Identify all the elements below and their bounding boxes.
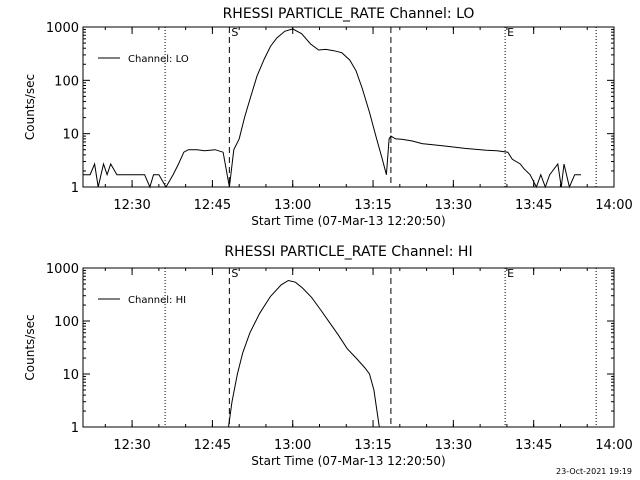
marker-label: E [507, 267, 514, 280]
x-tick-label: 13:30 [435, 438, 472, 453]
x-tick-label: 14:00 [595, 198, 632, 213]
marker-label: E [507, 26, 514, 39]
x-tick-label: 13:15 [354, 198, 391, 213]
chart-panel-1: RHESSI PARTICLE_RATE Channel: LO Counts/s… [23, 6, 633, 228]
x-axis-label: Start Time (07-Mar-13 12:20:50) [251, 214, 445, 228]
x-tick-label: 13:15 [354, 438, 391, 453]
y-axis-label: Counts/sec [23, 74, 37, 140]
y-tick-label: 1000 [46, 21, 79, 36]
x-tick-label: 12:45 [194, 198, 231, 213]
marker-label: S [231, 26, 238, 39]
x-tick-label: 13:30 [435, 198, 472, 213]
plot-frame [82, 267, 615, 428]
y-tick-label: 1000 [46, 262, 79, 277]
x-tick-label: 13:45 [515, 198, 552, 213]
legend-label: Channel: LO [128, 54, 189, 65]
legend-label: Channel: HI [128, 295, 186, 306]
y-tick-label: 10 [62, 368, 79, 383]
chart-panel-2: RHESSI PARTICLE_RATE Channel: HI Counts/s… [23, 244, 633, 468]
x-axis-label: Start Time (07-Mar-13 12:20:50) [251, 454, 445, 468]
marker-label: S [231, 267, 238, 280]
x-tick-label: 12:45 [194, 438, 231, 453]
series-line-1 [228, 279, 380, 428]
y-tick-label: 100 [54, 315, 79, 330]
y-tick-label: 1 [71, 181, 79, 196]
y-tick-label: 100 [54, 74, 79, 89]
y-tick-label: 1 [71, 421, 79, 436]
chart-title: RHESSI PARTICLE_RATE Channel: HI [224, 244, 472, 260]
series-line-1 [83, 28, 581, 189]
x-tick-label: 13:45 [515, 438, 552, 453]
timestamp: 23-Oct-2021 19:19 [556, 467, 632, 476]
y-axis-label: Counts/sec [23, 314, 37, 380]
x-tick-label: 13:00 [274, 438, 311, 453]
x-tick-label: 12:30 [113, 438, 150, 453]
x-tick-label: 12:30 [113, 198, 150, 213]
chart-title: RHESSI PARTICLE_RATE Channel: LO [223, 6, 475, 22]
plot-frame [82, 26, 615, 188]
y-tick-label: 10 [62, 128, 79, 143]
x-tick-label: 13:00 [274, 198, 311, 213]
x-tick-label: 14:00 [595, 438, 632, 453]
